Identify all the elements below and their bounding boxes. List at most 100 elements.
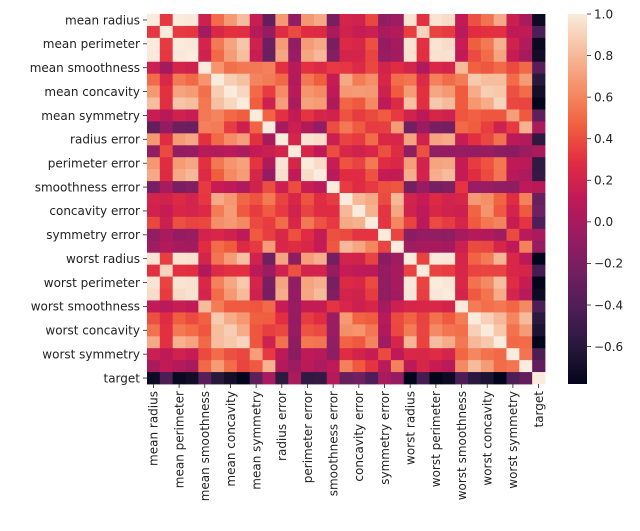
- heatmap-cell: [480, 204, 495, 218]
- heatmap-cell: [390, 97, 405, 110]
- heatmap-cell: [301, 145, 315, 158]
- heatmap-cell: [429, 193, 443, 206]
- heatmap-cell: [147, 193, 161, 206]
- heatmap-cell: [288, 252, 302, 266]
- heatmap-cell: [442, 121, 456, 134]
- heatmap-cell: [301, 157, 315, 170]
- heatmap-cell: [390, 145, 405, 158]
- heatmap-cell: [352, 312, 366, 325]
- heatmap-cell: [249, 37, 263, 51]
- heatmap-cell: [365, 372, 379, 385]
- heatmap-cell: [147, 73, 161, 87]
- heatmap-cell: [442, 204, 456, 218]
- heatmap-cell: [147, 324, 161, 337]
- y-tick-label: mean symmetry: [41, 109, 140, 123]
- heatmap-cell: [326, 204, 340, 218]
- heatmap-cell: [442, 312, 456, 325]
- heatmap-cell: [288, 97, 302, 110]
- heatmap-cell: [365, 181, 379, 194]
- heatmap-cell: [455, 145, 469, 158]
- heatmap-cell: [224, 37, 238, 51]
- heatmap-cell: [224, 348, 238, 361]
- heatmap-cell: [532, 49, 546, 63]
- heatmap-cell: [236, 169, 251, 182]
- heatmap-cell: [455, 49, 469, 63]
- heatmap-cell: [147, 288, 161, 301]
- heatmap-cell: [326, 336, 340, 349]
- heatmap-cell: [365, 228, 379, 242]
- heatmap-cell: [480, 264, 495, 277]
- heatmap-cell: [236, 228, 251, 242]
- heatmap-cell: [532, 276, 546, 289]
- colorbar-tick-label: −0.4: [594, 298, 623, 312]
- heatmap-cell: [442, 61, 456, 75]
- heatmap-cell: [365, 264, 379, 277]
- heatmap-cell: [262, 360, 276, 373]
- heatmap-cell: [236, 360, 251, 373]
- heatmap-cell: [352, 348, 366, 361]
- heatmap-cell: [403, 336, 418, 349]
- heatmap-cell: [313, 252, 328, 266]
- heatmap-cell: [519, 324, 533, 337]
- heatmap-cell: [147, 300, 161, 313]
- heatmap-cell: [519, 372, 533, 385]
- heatmap-cell: [455, 252, 469, 266]
- heatmap-cell: [416, 85, 430, 98]
- heatmap-cell: [429, 336, 443, 349]
- heatmap-cell: [506, 300, 520, 313]
- heatmap-cell: [416, 61, 430, 75]
- heatmap-cell: [532, 252, 546, 266]
- heatmap-cell: [275, 73, 289, 87]
- heatmap-cell: [519, 264, 533, 277]
- heatmap-cell: [467, 360, 482, 373]
- heatmap-cell: [249, 264, 263, 277]
- heatmap-cell: [236, 14, 251, 27]
- heatmap-cell: [403, 216, 418, 230]
- heatmap-cell: [326, 372, 340, 385]
- heatmap-cell: [198, 240, 212, 254]
- heatmap-cell: [301, 336, 315, 349]
- heatmap-cell: [467, 193, 482, 206]
- heatmap-cell: [493, 324, 507, 337]
- heatmap-cell: [403, 312, 418, 325]
- heatmap-cell: [326, 121, 340, 134]
- heatmap-cell: [365, 240, 379, 254]
- heatmap-cell: [288, 240, 302, 254]
- heatmap-cell: [313, 324, 328, 337]
- heatmap-cell: [198, 348, 212, 361]
- heatmap-cell: [159, 360, 174, 373]
- heatmap-cell: [480, 288, 495, 301]
- heatmap-cell: [429, 228, 443, 242]
- heatmap-cell: [249, 193, 263, 206]
- heatmap-cell: [172, 216, 186, 230]
- x-tick-label: symmetry error: [378, 391, 392, 485]
- x-tick-label: worst symmetry: [506, 391, 520, 489]
- heatmap-cell: [185, 181, 199, 194]
- heatmap-cell: [236, 157, 251, 170]
- heatmap-cell: [390, 14, 405, 27]
- heatmap-cell: [365, 157, 379, 170]
- heatmap-cell: [429, 49, 443, 63]
- heatmap-cell: [224, 121, 238, 134]
- heatmap-cell: [339, 49, 353, 63]
- heatmap-cell: [532, 181, 546, 194]
- heatmap-cell: [326, 97, 340, 110]
- heatmap-cell: [288, 37, 302, 51]
- heatmap-cell: [236, 181, 251, 194]
- heatmap-cell: [339, 25, 353, 39]
- colorbar-tick-label: 0.2: [594, 174, 613, 188]
- heatmap-cell: [467, 312, 482, 325]
- heatmap-cell: [390, 300, 405, 313]
- heatmap-cell: [339, 360, 353, 373]
- heatmap-cell: [519, 61, 533, 75]
- heatmap-cell: [185, 145, 199, 158]
- heatmap-cell: [403, 14, 418, 27]
- heatmap-cell: [442, 97, 456, 110]
- heatmap-cell: [249, 14, 263, 27]
- heatmap-cell: [455, 181, 469, 194]
- heatmap-cell: [211, 61, 225, 75]
- heatmap-cell: [467, 336, 482, 349]
- heatmap-cell: [301, 193, 315, 206]
- heatmap-cell: [339, 109, 353, 122]
- heatmap-cell: [147, 204, 161, 218]
